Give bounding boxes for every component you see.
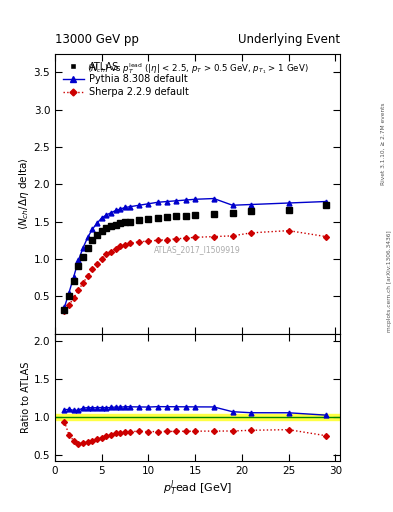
Text: Underlying Event: Underlying Event [238, 33, 340, 46]
Text: Rivet 3.1.10, ≥ 2.7M events: Rivet 3.1.10, ≥ 2.7M events [381, 102, 386, 185]
X-axis label: $p_T^l$ead [GeV]: $p_T^l$ead [GeV] [163, 478, 232, 498]
Text: 13000 GeV pp: 13000 GeV pp [55, 33, 139, 46]
Y-axis label: $\langle N_{ch}/\Delta\eta\ \mathrm{delta}\rangle$: $\langle N_{ch}/\Delta\eta\ \mathrm{delt… [17, 157, 31, 230]
Y-axis label: Ratio to ATLAS: Ratio to ATLAS [21, 361, 31, 433]
Bar [55, 414, 340, 420]
Text: $\langle N_{ch}\rangle$ vs $p_T^{\rm lead}$ ($|\eta|$ < 2.5, $p_T$ > 0.5 GeV, $p: $\langle N_{ch}\rangle$ vs $p_T^{\rm lea… [87, 61, 308, 76]
Legend: ATLAS, Pythia 8.308 default, Sherpa 2.2.9 default: ATLAS, Pythia 8.308 default, Sherpa 2.2.… [60, 58, 192, 100]
Text: ATLAS_2017_I1509919: ATLAS_2017_I1509919 [154, 245, 241, 254]
Text: mcplots.cern.ch [arXiv:1306.3436]: mcplots.cern.ch [arXiv:1306.3436] [387, 231, 391, 332]
